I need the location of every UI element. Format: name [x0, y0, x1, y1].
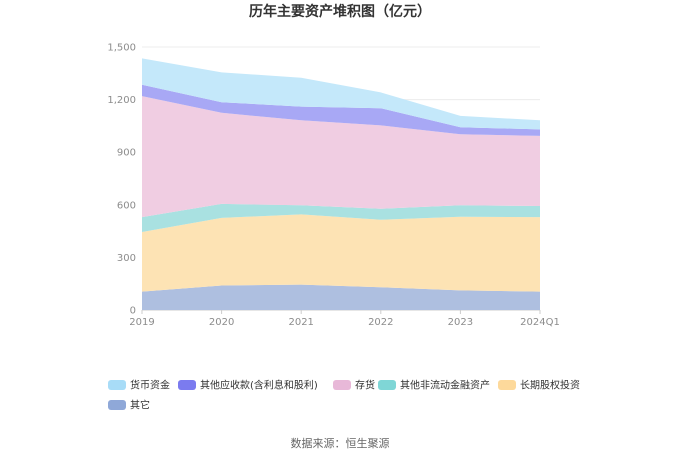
legend-item[interactable]: 其它: [108, 399, 150, 412]
chart-title: 历年主要资产堆积图（亿元）: [249, 3, 431, 20]
legend-label: 长期股权投资: [520, 379, 580, 392]
area-series-其他非流动金融资产: [142, 203, 540, 232]
legend-item[interactable]: 货币资金: [108, 379, 170, 392]
x-axis: 2019 2020 2021 2022 2023 2024Q1: [129, 310, 560, 328]
y-tick-label: 1,500: [107, 43, 136, 54]
legend-swatch: [498, 380, 516, 390]
area-series-货币资金: [142, 58, 540, 130]
legend-label: 其他应收款(含利息和股利): [200, 379, 318, 392]
y-tick-label: 600: [117, 200, 136, 211]
legend-item[interactable]: 其他应收款(含利息和股利): [178, 379, 318, 392]
y-axis: 0 300 600 900 1,200 1,500: [107, 43, 136, 317]
legend-label: 其它: [130, 399, 150, 412]
legend-label: 其他非流动金融资产: [400, 379, 490, 392]
area-series-其它: [142, 284, 540, 310]
legend-label: 货币资金: [130, 379, 170, 392]
y-tick-label: 1,200: [107, 95, 136, 106]
legend-swatch: [378, 380, 396, 390]
x-tick-label: 2019: [129, 317, 154, 328]
x-tick-label: 2021: [288, 317, 313, 328]
area-series-其他应收款(含利息和股利): [142, 84, 540, 136]
x-tick-label: 2022: [368, 317, 393, 328]
area-series-长期股权投资: [142, 214, 540, 292]
legend-swatch: [178, 380, 196, 390]
area-series-存货: [142, 96, 540, 218]
legend-swatch: [108, 380, 126, 390]
legend-item[interactable]: 长期股权投资: [498, 379, 580, 392]
x-tick-label: 2024Q1: [520, 317, 560, 328]
legend-swatch: [108, 400, 126, 410]
legend-label: 存货: [355, 379, 375, 392]
x-tick-label: 2020: [209, 317, 234, 328]
legend-item[interactable]: 其他非流动金融资产: [378, 379, 490, 392]
legend-item[interactable]: 存货: [333, 379, 375, 392]
y-tick-label: 0: [130, 306, 136, 317]
y-tick-label: 300: [117, 253, 136, 264]
legend-swatch: [333, 380, 351, 390]
data-source: 数据来源：恒生聚源: [291, 436, 390, 450]
area-series-group: [142, 58, 540, 310]
y-tick-label: 900: [117, 148, 136, 159]
x-tick-label: 2023: [448, 317, 473, 328]
